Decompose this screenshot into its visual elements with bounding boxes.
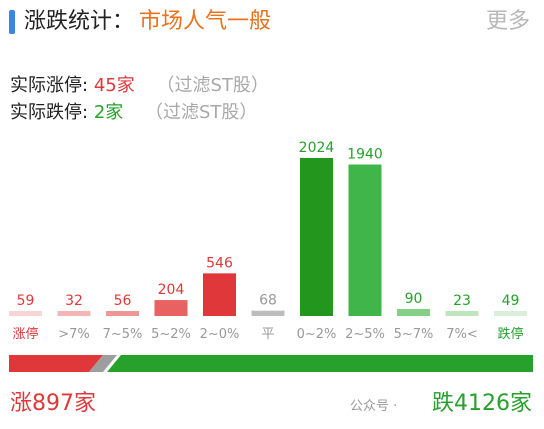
bar-8 [397,308,430,316]
limit-up-label: 实际涨停: [10,75,89,96]
category-label: 0~2% [297,327,337,342]
bar-1 [57,311,91,316]
decliners-segment [107,355,533,372]
bar-3 [154,300,188,316]
bar-value-label: 546 [206,255,233,271]
page-title: 涨跌统计： [24,9,135,34]
bar-value-label: 90 [405,291,423,307]
bar-value-label: 59 [17,293,35,309]
bar-value-label: 68 [259,293,277,309]
bar-4 [203,273,236,316]
bar-6 [300,157,333,316]
advancers-total: 涨897家 [10,391,96,416]
bar-0 [9,311,42,316]
category-label: 跌停 [497,326,523,342]
limit-down-value: 2家 [93,102,124,123]
bar-7 [348,164,382,316]
split-gap-stripe [89,355,117,372]
bar-2 [106,311,139,316]
category-label: 7%< [446,327,478,342]
more-link[interactable]: 更多 [485,9,530,34]
bar-value-label: 32 [65,293,83,309]
advancers-segment [9,355,103,372]
category-label: 5~7% [394,327,434,342]
bar-value-label: 1940 [347,146,383,162]
limit-up-stat: 实际涨停: 45家 （过滤ST股） [10,73,269,99]
bar-value-label: 56 [114,293,132,309]
limit-down-label: 实际跌停: [10,102,89,123]
category-label: 2~5% [345,327,385,342]
decliners-total: 跌4126家 [432,391,532,416]
limit-up-value: 45家 [93,75,135,96]
breadth-split-bar [9,355,533,372]
limit-up-filter-note: （过滤ST股） [156,75,269,96]
bar-value-label: 23 [453,293,471,309]
watermark-text: 公众号 · [350,399,398,414]
bar-9 [445,311,479,316]
bar-value-label: 2024 [299,140,335,156]
bar-value-label: 204 [158,282,185,298]
bar-5 [251,310,285,316]
category-label: 2~0% [200,327,240,342]
limit-down-stat: 实际跌停: 2家 （过滤ST股） [10,100,257,126]
category-label: >7% [58,327,90,342]
category-label: 平 [261,327,274,342]
category-label: 涨停 [12,326,38,342]
market-mood-label: 市场人气一般 [139,9,272,34]
category-label: 5~2% [151,327,191,342]
limit-down-filter-note: （过滤ST股） [145,102,258,123]
category-label: 7~5% [103,327,143,342]
bar-10 [494,311,527,316]
bar-value-label: 49 [502,293,520,309]
title-accent-bar [9,10,15,34]
header: 涨跌统计： 市场人气一般 更多 [0,0,544,46]
distribution-bar-chart: 59 涨停 32 >7% 56 7~5% 204 5~2% 546 2~0% 68 平 2024 0~2%… [9,140,527,342]
